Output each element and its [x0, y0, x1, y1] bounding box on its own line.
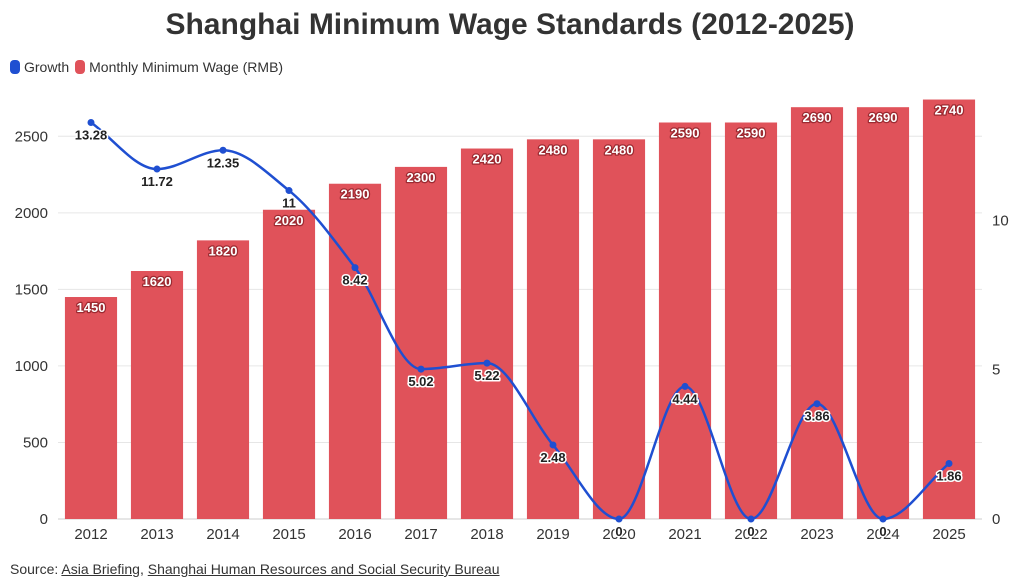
growth-data-label: 8.42: [342, 273, 367, 288]
source-link-hrss-bureau[interactable]: Shanghai Human Resources and Social Secu…: [147, 561, 500, 577]
y-left-tick-label: 2500: [15, 128, 48, 145]
bar-data-label: 2480: [605, 142, 634, 157]
bar: [592, 139, 646, 520]
x-tick-label: 2020: [602, 526, 635, 543]
growth-data-label: 11: [282, 196, 296, 211]
growth-data-label: 5.02: [408, 374, 433, 389]
bar: [526, 139, 580, 520]
growth-point: [813, 400, 821, 408]
y-left-tick-label: 1500: [15, 281, 48, 298]
bar: [922, 99, 976, 519]
legend-label-wage: Monthly Minimum Wage (RMB): [89, 59, 284, 75]
bar-data-label: 2590: [737, 125, 766, 140]
y-right-tick-label: 10: [992, 212, 1009, 229]
growth-point: [153, 165, 161, 173]
legend-swatch-wage: [75, 60, 86, 74]
bar: [460, 148, 514, 519]
x-tick-label: 2023: [800, 526, 833, 543]
growth-point: [879, 515, 887, 523]
bar-data-label: 2020: [275, 213, 304, 228]
bar: [394, 166, 448, 519]
x-tick-label: 2022: [734, 526, 767, 543]
bar-data-label: 2420: [473, 152, 502, 167]
bar-data-label: 1820: [209, 243, 238, 258]
source-separator: ,: [139, 561, 148, 577]
growth-data-label: 1.86: [936, 468, 961, 483]
x-tick-label: 2016: [338, 526, 371, 543]
bar: [790, 107, 844, 519]
bar-data-label: 2690: [869, 110, 898, 125]
bar-data-label: 2300: [407, 170, 436, 185]
source-line: Source: Asia Briefing, Shanghai Human Re…: [10, 561, 500, 577]
growth-data-label: 5.22: [474, 368, 499, 383]
y-right-tick-label: 5: [992, 362, 1000, 379]
legend: Growth Monthly Minimum Wage (RMB): [10, 59, 289, 75]
growth-point: [483, 359, 491, 367]
x-tick-label: 2019: [536, 526, 569, 543]
growth-point: [681, 382, 689, 390]
growth-point: [615, 515, 623, 523]
growth-point: [87, 118, 95, 126]
bar: [856, 107, 910, 519]
bar: [328, 183, 382, 520]
y-left-tick-label: 0: [40, 511, 48, 528]
growth-point: [285, 187, 293, 195]
legend-swatch-growth: [10, 60, 20, 74]
growth-data-label: 13.28: [75, 127, 108, 142]
source-link-asia-briefing[interactable]: Asia Briefing: [61, 561, 140, 577]
bar-data-label: 2190: [341, 187, 370, 202]
growth-point: [945, 459, 953, 467]
bar: [64, 297, 118, 519]
bar: [658, 122, 712, 520]
legend-item-wage[interactable]: Monthly Minimum Wage (RMB): [75, 59, 283, 75]
growth-point: [747, 515, 755, 523]
y-left-tick-label: 500: [23, 434, 48, 451]
growth-data-label: 2.48: [540, 450, 565, 465]
growth-data-label: 12.35: [207, 155, 240, 170]
growth-data-label: 11.72: [141, 174, 173, 189]
legend-label-growth: Growth: [24, 59, 70, 75]
x-tick-label: 2015: [272, 526, 305, 543]
y-left-tick-label: 1000: [15, 358, 48, 375]
bar: [724, 122, 778, 520]
growth-point: [549, 441, 557, 449]
bar-data-label: 2690: [803, 110, 832, 125]
growth-data-label: 3.86: [804, 409, 829, 424]
y-left-tick-label: 2000: [15, 205, 48, 222]
bar-data-label: 2480: [539, 142, 568, 157]
y-right-tick-label: 0: [992, 511, 1000, 528]
bar: [196, 240, 250, 519]
chart-title: Shanghai Minimum Wage Standards (2012-20…: [165, 8, 855, 41]
growth-point: [351, 264, 359, 272]
x-tick-label: 2017: [404, 526, 437, 543]
bar: [130, 270, 184, 519]
growth-point: [219, 146, 227, 154]
growth-data-label: 0: [747, 524, 754, 539]
x-tick-label: 2025: [932, 526, 965, 543]
growth-data-label: 0: [879, 524, 886, 539]
x-tick-label: 2013: [140, 526, 173, 543]
legend-item-growth[interactable]: Growth: [10, 59, 69, 75]
growth-data-label: 0: [615, 524, 622, 539]
source-prefix: Source:: [10, 561, 62, 577]
growth-point: [417, 365, 425, 373]
bar-data-label: 1620: [143, 274, 172, 289]
x-tick-label: 2014: [206, 526, 239, 543]
x-tick-label: 2012: [74, 526, 107, 543]
bar-data-label: 2590: [671, 125, 700, 140]
bar-data-label: 2740: [935, 103, 964, 118]
bar-data-label: 1450: [77, 300, 106, 315]
x-tick-label: 2018: [470, 526, 503, 543]
x-tick-label: 2021: [668, 526, 701, 543]
bar: [262, 209, 316, 520]
x-tick-label: 2024: [866, 526, 899, 543]
growth-data-label: 4.44: [672, 391, 698, 406]
